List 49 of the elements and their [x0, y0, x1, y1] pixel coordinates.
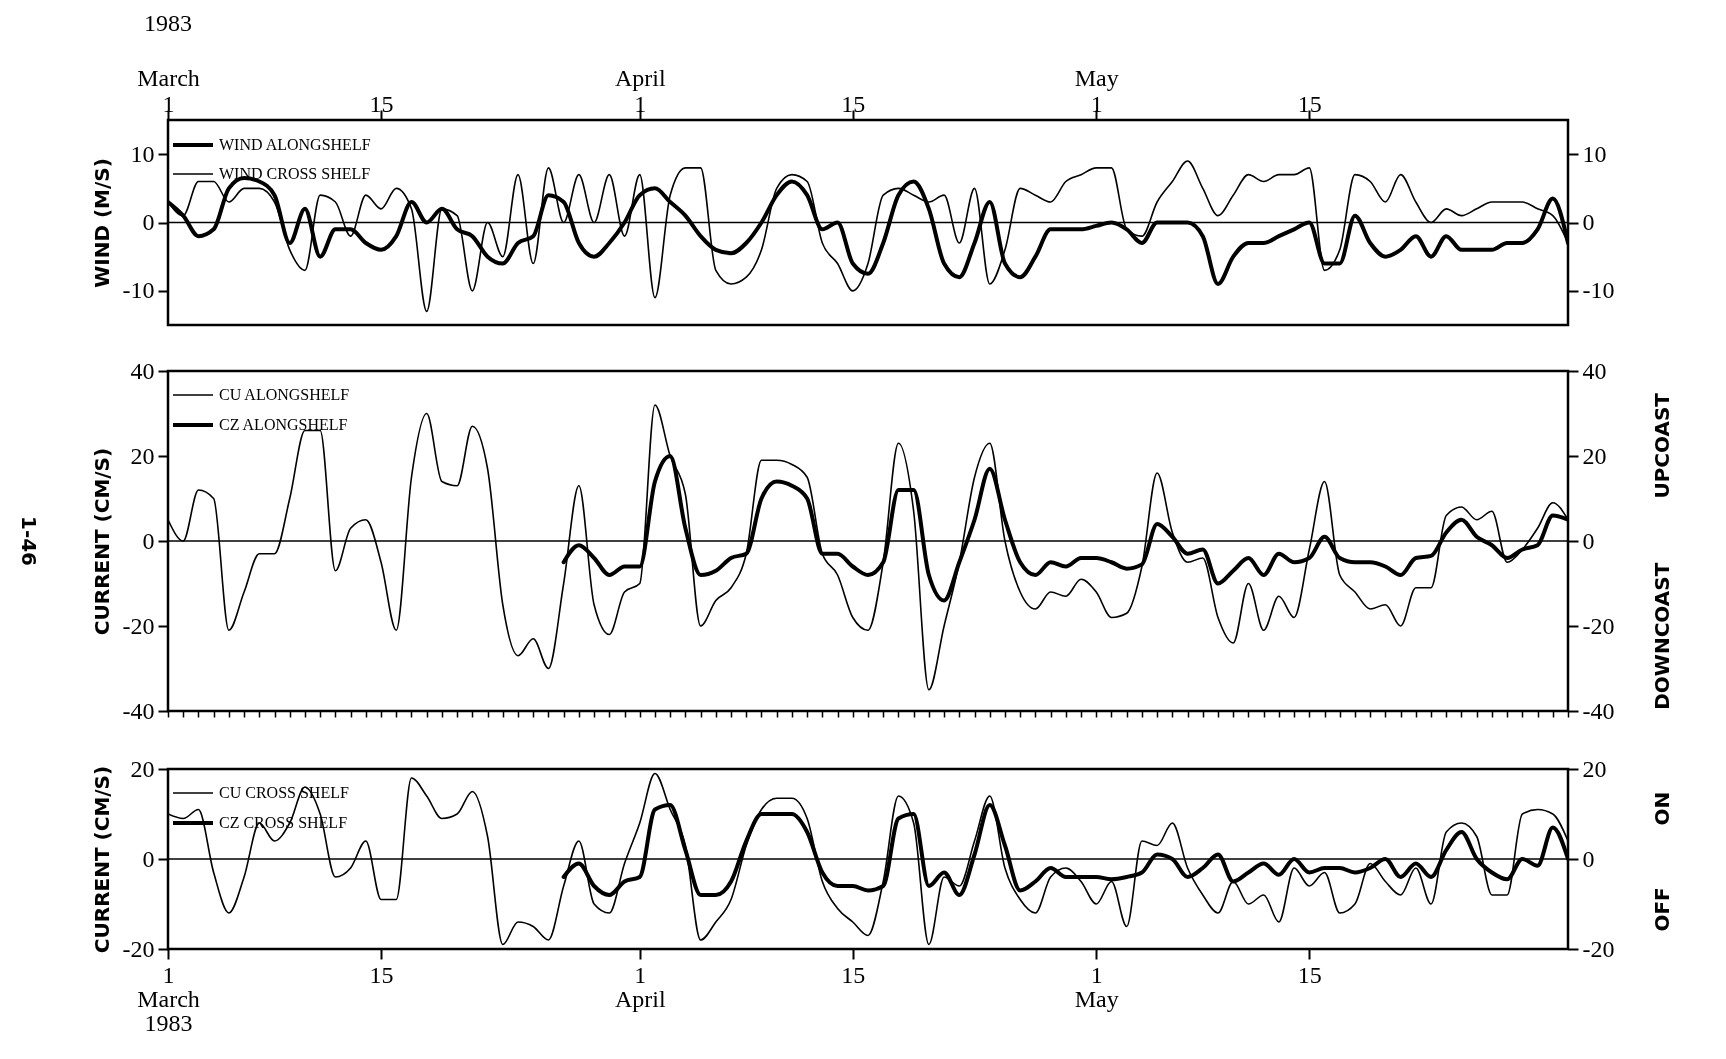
y2-tick-label: 10 — [1582, 140, 1607, 167]
y-tick-label: 0 — [142, 209, 155, 235]
y-tick-label: 20 — [130, 755, 155, 782]
y2-tick-label: 0 — [1582, 527, 1595, 554]
x-tick-label: 15 — [369, 90, 394, 117]
y-tick-label: 0 — [142, 527, 155, 554]
y-tick-label: -40 — [122, 697, 155, 724]
x-tick-label: 1 March 1983 — [137, 961, 200, 1036]
x-tick-label: 15 — [369, 961, 394, 988]
text: 1-46 — [17, 515, 41, 567]
y-tick-label: 10 — [130, 140, 155, 167]
y-tick-label: 0 — [142, 845, 155, 872]
y-tick-label: -20 — [122, 612, 155, 639]
y-axis-title: CURRENT (CM/S) — [89, 765, 114, 954]
x-tick-label: 1 April — [614, 961, 666, 1012]
x-tick-label: 1 — [1090, 90, 1103, 117]
x-tick-label: 15 — [841, 90, 866, 117]
y-tick-label: -10 — [122, 277, 155, 304]
y2-tick-label: 20 — [1582, 442, 1607, 469]
y-tick-label: -20 — [122, 935, 155, 962]
legend-label: CZ ALONGSHELF — [219, 416, 348, 433]
x2-tick-label: May — [1074, 64, 1119, 91]
legend-label: CU ALONGSHELF — [219, 386, 350, 403]
x-tick-label: 1 May — [1074, 961, 1119, 1012]
x2-tick-label: April — [614, 64, 666, 91]
y-axis-title: CURRENT (CM/S) — [89, 447, 114, 636]
x-tick-label: 15 — [841, 961, 866, 988]
y2-tick-label: 0 — [1582, 845, 1595, 872]
x-tick-label: 15 — [1297, 90, 1322, 117]
y-tick-label: 20 — [130, 442, 155, 469]
y2-tick-label: 0 — [1582, 209, 1595, 235]
y-axis-title: WIND (M/S) — [89, 158, 114, 288]
y2-tick-label: -40 — [1582, 697, 1615, 724]
legend-label: WIND ALONGSHELF — [219, 136, 371, 153]
x2-tick-label: March — [137, 64, 200, 91]
y2-tick-label: 40 — [1582, 357, 1607, 384]
y2-tick-label: 20 — [1582, 755, 1607, 782]
y-tick-label: 40 — [130, 357, 155, 384]
text: ON — [1650, 791, 1674, 826]
x-tick-label: 1 — [162, 90, 175, 117]
y2-tick-label: -10 — [1582, 277, 1615, 304]
text: UPCOAST — [1650, 392, 1674, 499]
y2-tick-label: -20 — [1582, 612, 1615, 639]
text: DOWNCOAST — [1650, 562, 1674, 710]
x-tick-label: 1 — [634, 90, 647, 117]
text: 1983 — [144, 10, 192, 36]
text: OFF — [1650, 887, 1674, 932]
y2-tick-label: -20 — [1582, 935, 1615, 962]
x-tick-label: 15 — [1297, 961, 1322, 988]
